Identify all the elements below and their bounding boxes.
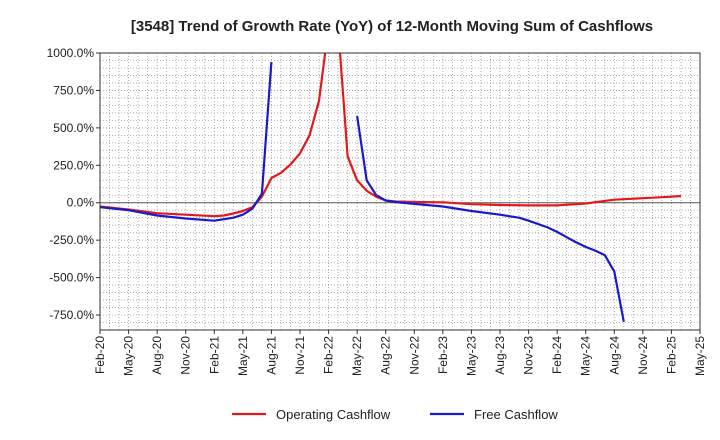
x-tick-label: Nov-20: [179, 336, 193, 375]
series-line-free-cashflow: [100, 61, 273, 222]
x-tick-label: May-20: [122, 336, 136, 376]
x-tick-label: Aug-20: [150, 336, 164, 375]
legend-label-operating-cashflow: Operating Cashflow: [276, 407, 391, 422]
y-axis-tick-labels: 1000.0% 750.0% 500.0% 250.0% 0.0% -250.0% -500…: [47, 46, 100, 322]
x-tick-label: Aug-23: [493, 336, 507, 375]
x-tick-label: Feb-23: [436, 336, 450, 374]
y-tick-label: -500.0%: [49, 271, 94, 285]
x-tick-label: Aug-21: [264, 336, 278, 375]
y-tick-label: 500.0%: [53, 121, 94, 135]
y-tick-label: -750.0%: [49, 308, 94, 322]
y-tick-label: 750.0%: [53, 83, 94, 97]
x-tick-label: Feb-22: [322, 336, 336, 374]
y-tick-label: 0.0%: [67, 196, 95, 210]
x-tick-label: Nov-23: [522, 336, 536, 375]
legend-label-free-cashflow: Free Cashflow: [474, 407, 558, 422]
x-tick-label: May-24: [579, 336, 593, 376]
chart-title: [3548] Trend of Growth Rate (YoY) of 12-…: [131, 18, 653, 35]
legend: Operating Cashflow Free Cashflow: [232, 407, 558, 422]
x-tick-label: May-23: [464, 336, 478, 376]
x-tick-label: Feb-21: [207, 336, 221, 374]
y-tick-label: 1000.0%: [47, 46, 95, 60]
grid: [99, 52, 701, 330]
series-line-operating-cashflow: [100, 53, 682, 218]
x-tick-label: Nov-24: [636, 336, 650, 375]
x-axis-tick-labels: Feb-20 May-20 Aug-20 Nov-20 Feb-21 May-21 Aug-…: [93, 330, 707, 376]
x-tick-label: Nov-22: [407, 336, 421, 375]
x-tick-label: Feb-24: [550, 336, 564, 374]
x-tick-label: Feb-20: [93, 336, 107, 374]
plot-frame: [99, 52, 701, 331]
y-tick-label: 250.0%: [53, 158, 94, 172]
x-tick-label: May-22: [350, 336, 364, 376]
x-tick-label: Aug-22: [379, 336, 393, 375]
x-tick-label: Aug-24: [607, 336, 621, 375]
x-tick-label: Nov-21: [293, 336, 307, 375]
series-line-free-cashflow: [356, 115, 625, 323]
series: [100, 53, 682, 323]
x-tick-label: May-21: [236, 336, 250, 376]
y-tick-label: -250.0%: [49, 233, 94, 247]
x-tick-label: Feb-25: [664, 336, 678, 374]
x-tick-label: May-25: [693, 336, 707, 376]
